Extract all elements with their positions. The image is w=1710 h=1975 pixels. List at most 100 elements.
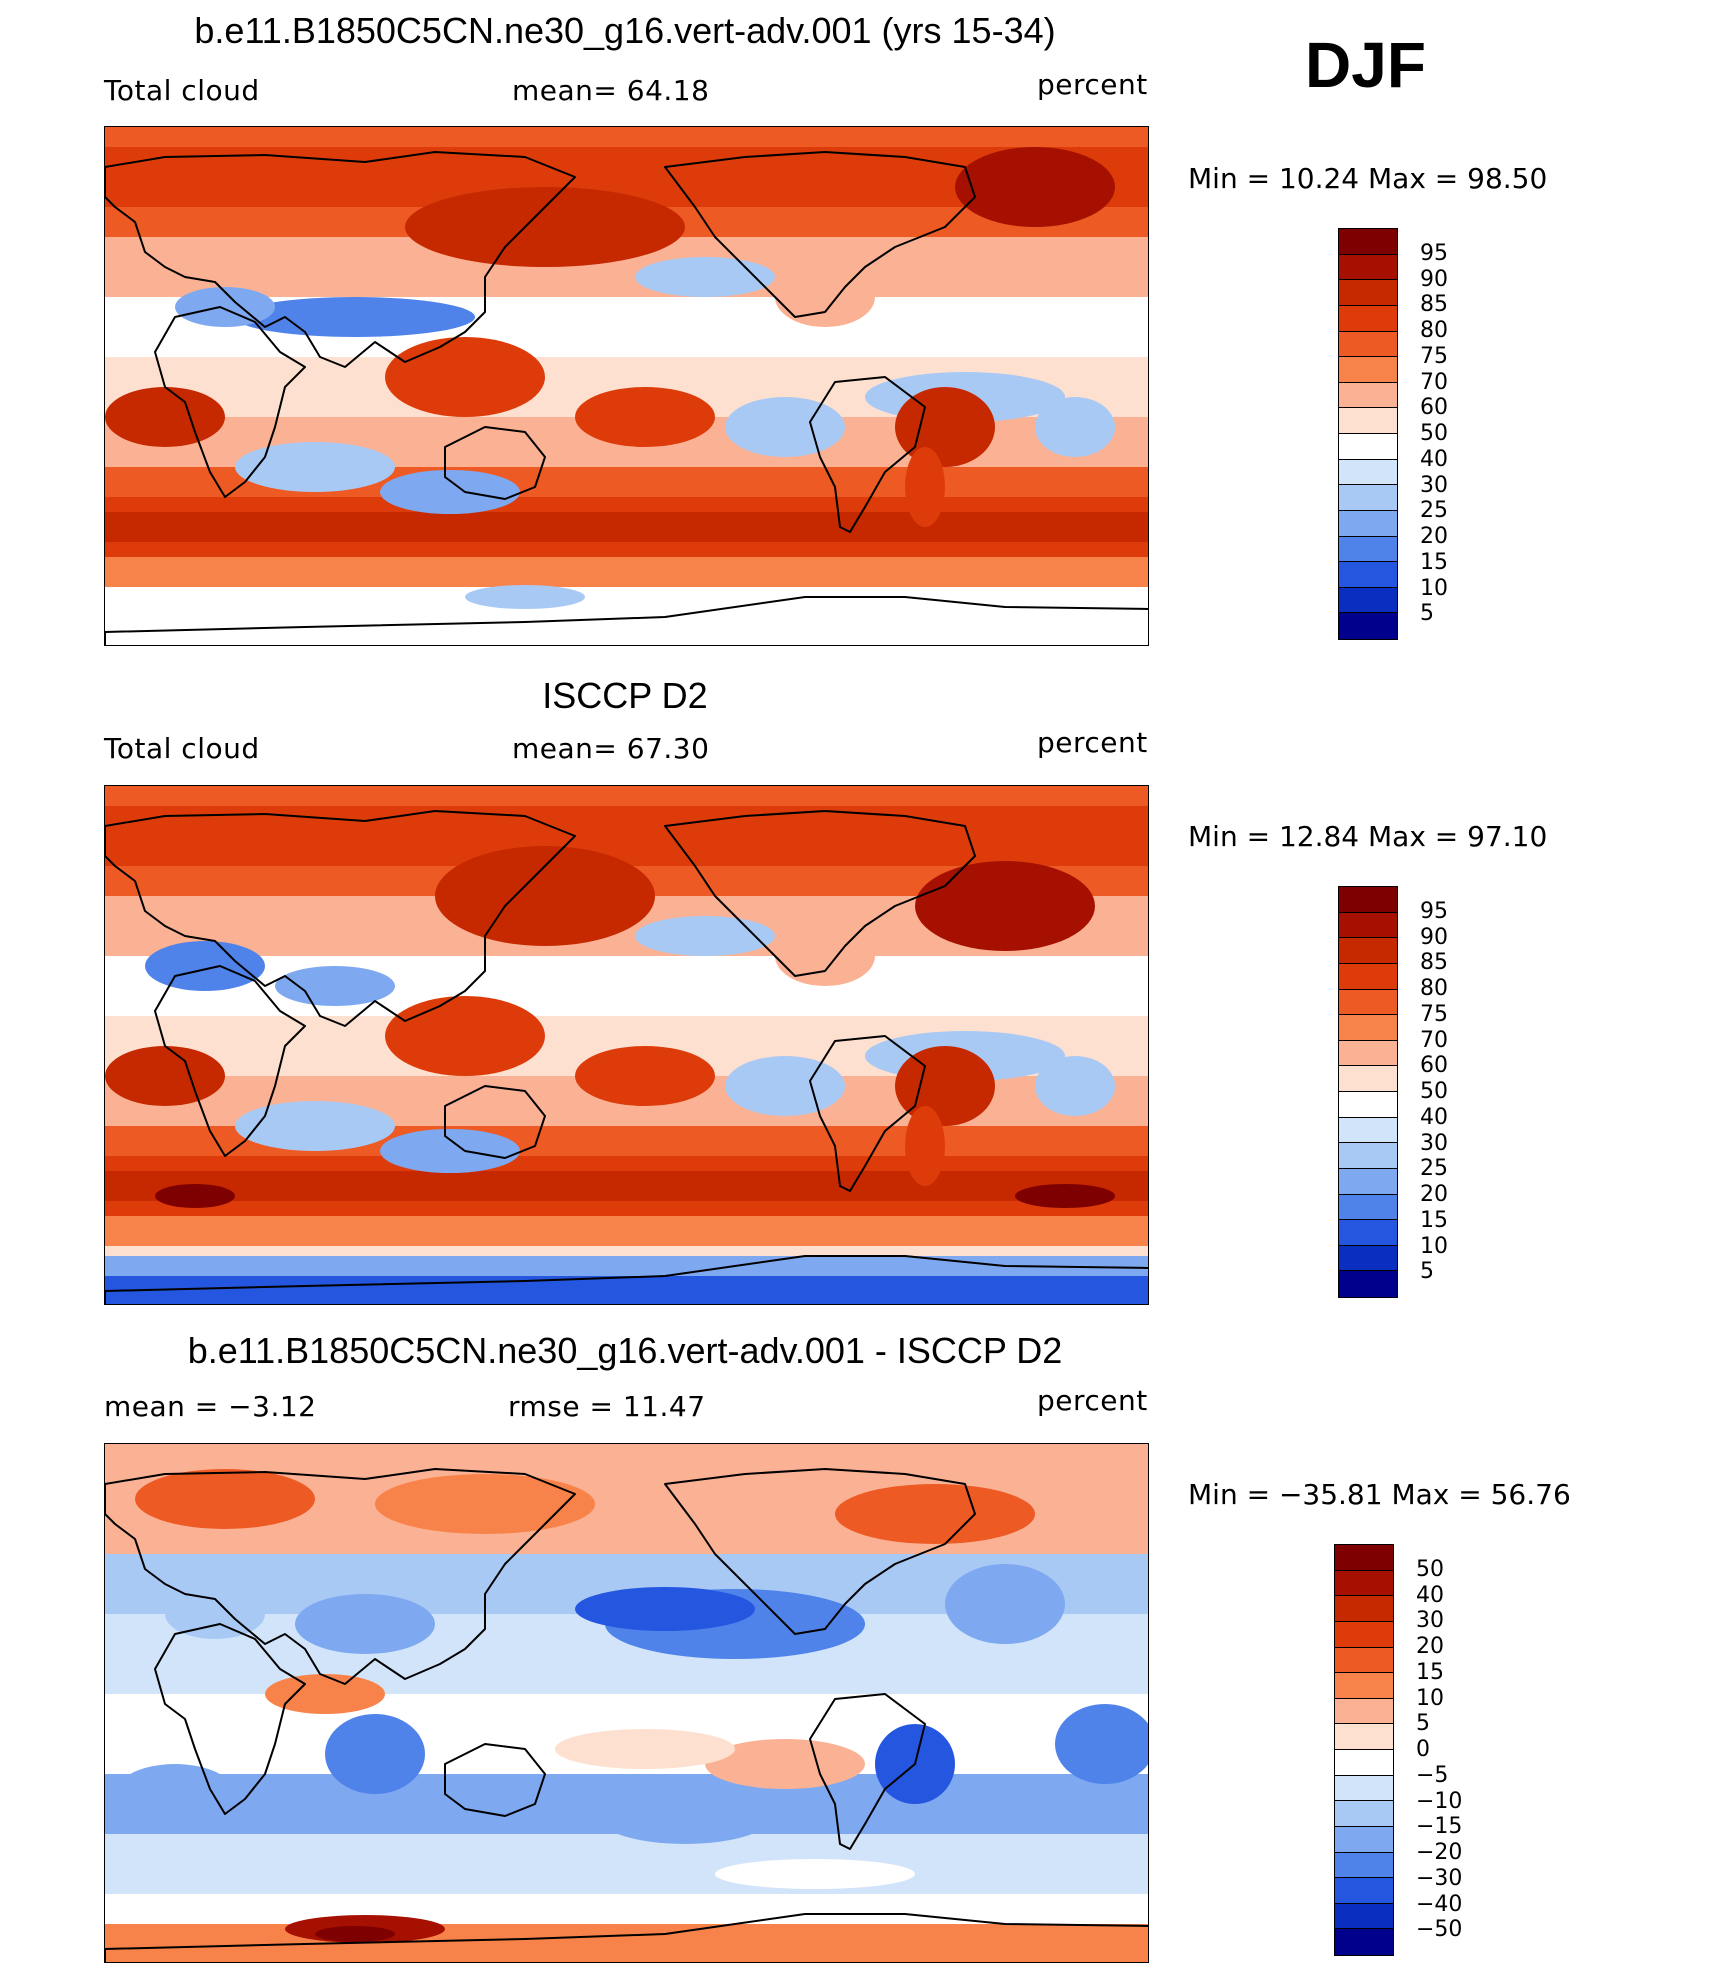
- colorbar-tick-label: 15: [1416, 1659, 1444, 1685]
- colorbar-swatch: [1339, 1220, 1397, 1246]
- colorbar-tick-label: 10: [1420, 1233, 1448, 1259]
- colorbar-tick-label: 50: [1420, 1079, 1448, 1104]
- colorbar-tick-label: 40: [1416, 1582, 1444, 1608]
- panel3-rmse: rmse = 11.47: [508, 1390, 706, 1423]
- colorbar-swatch: [1339, 485, 1397, 511]
- colorbar-swatch: [1335, 1903, 1393, 1930]
- colorbar-tick-label: 80: [1420, 976, 1448, 1001]
- colorbar-swatch: [1339, 434, 1397, 460]
- colorbar-swatch: [1339, 1015, 1397, 1041]
- panel3-title: b.e11.B1850C5CN.ne30_g16.vert-adv.001 - …: [187, 1330, 1063, 1371]
- panel2-minmax: Min = 12.84 Max = 97.10: [1188, 820, 1548, 853]
- panel3-map-svg: [105, 1444, 1148, 1962]
- season-label: DJF: [1305, 29, 1426, 101]
- colorbar-tick-label: 70: [1420, 1027, 1448, 1053]
- panel1-mean: mean= 64.18: [512, 74, 710, 107]
- colorbar-tick-label: 15: [1420, 549, 1448, 575]
- colorbar-swatch: [1339, 510, 1397, 537]
- panel2-left-label: Total cloud: [104, 732, 260, 765]
- colorbar-swatch: [1339, 1271, 1397, 1297]
- colorbar-swatch: [1339, 1117, 1397, 1144]
- panel3-mean: mean = −3.12: [104, 1390, 317, 1423]
- colorbar-tick-label: 25: [1420, 498, 1448, 524]
- colorbar-tick-label: 85: [1420, 292, 1448, 318]
- colorbar-tick-label: 95: [1420, 898, 1448, 924]
- panel2-mean: mean= 67.30: [512, 732, 710, 765]
- coastlines: [105, 1468, 1148, 1962]
- colorbar-tick-label: 75: [1420, 343, 1448, 369]
- colorbar-tick-label: 15: [1420, 1207, 1448, 1233]
- colorbar-tick-label: 0: [1416, 1737, 1430, 1762]
- colorbar-tick-label: 10: [1420, 575, 1448, 601]
- panel1-colorbar: [1338, 228, 1398, 640]
- colorbar-swatch: [1335, 1775, 1393, 1802]
- colorbar-tick-label: 80: [1420, 318, 1448, 343]
- colorbar-swatch: [1339, 536, 1397, 563]
- colorbar-swatch: [1339, 963, 1397, 990]
- colorbar-swatch: [1339, 1040, 1397, 1067]
- colorbar-swatch: [1339, 887, 1397, 913]
- colorbar-swatch: [1339, 331, 1397, 358]
- colorbar-swatch: [1339, 613, 1397, 639]
- panel2-units: percent: [1037, 726, 1148, 759]
- colorbar-swatch: [1339, 1194, 1397, 1221]
- colorbar-tick-label: −50: [1416, 1917, 1463, 1943]
- colorbar-swatch: [1335, 1647, 1393, 1674]
- colorbar-swatch: [1339, 382, 1397, 409]
- panel2-colorbar: [1338, 886, 1398, 1298]
- panel3-minmax: Min = −35.81 Max = 56.76: [1188, 1478, 1571, 1511]
- coastlines: [105, 151, 1148, 645]
- colorbar-tick-label: 5: [1416, 1711, 1430, 1737]
- colorbar-tick-label: 90: [1420, 266, 1448, 292]
- colorbar-tick-label: −40: [1416, 1891, 1463, 1917]
- panel2-map: [104, 785, 1149, 1305]
- colorbar-tick-label: −30: [1416, 1865, 1463, 1891]
- colorbar-swatch: [1339, 1168, 1397, 1195]
- panel3-units: percent: [1037, 1384, 1148, 1417]
- colorbar-swatch: [1339, 587, 1397, 614]
- colorbar-swatch: [1339, 912, 1397, 939]
- colorbar-tick-label: 40: [1420, 446, 1448, 472]
- colorbar-swatch: [1339, 989, 1397, 1016]
- colorbar-swatch: [1339, 938, 1397, 964]
- panel1-minmax: Min = 10.24 Max = 98.50: [1188, 162, 1548, 195]
- colorbar-swatch: [1339, 408, 1397, 434]
- colorbar-swatch: [1335, 1673, 1393, 1699]
- panel1-map: [104, 126, 1149, 646]
- panel1-left-label: Total cloud: [104, 74, 260, 107]
- panel2-map-svg: [105, 786, 1148, 1304]
- colorbar-swatch: [1335, 1545, 1393, 1571]
- colorbar-swatch: [1335, 1878, 1393, 1904]
- panel3-colorbar: [1334, 1544, 1394, 1956]
- colorbar-swatch: [1339, 1245, 1397, 1272]
- colorbar-swatch: [1335, 1929, 1393, 1955]
- colorbar-tick-label: 20: [1420, 524, 1448, 549]
- colorbar-tick-label: 70: [1420, 369, 1448, 395]
- colorbar-tick-label: 75: [1420, 1001, 1448, 1027]
- colorbar-swatch: [1339, 562, 1397, 588]
- colorbar-tick-label: −10: [1416, 1788, 1463, 1814]
- colorbar-tick-label: −15: [1416, 1814, 1463, 1840]
- colorbar-swatch: [1339, 357, 1397, 383]
- colorbar-tick-label: 60: [1420, 1053, 1448, 1079]
- colorbar-tick-label: 25: [1420, 1156, 1448, 1182]
- colorbar-swatch: [1335, 1750, 1393, 1776]
- colorbar-tick-label: 20: [1420, 1182, 1448, 1207]
- colorbar-swatch: [1335, 1852, 1393, 1879]
- colorbar-tick-label: 60: [1420, 395, 1448, 421]
- colorbar-swatch: [1339, 1143, 1397, 1169]
- colorbar-tick-label: 95: [1420, 240, 1448, 266]
- colorbar-swatch: [1339, 1066, 1397, 1092]
- panel1-title: b.e11.B1850C5CN.ne30_g16.vert-adv.001 (y…: [194, 10, 1056, 51]
- colorbar-tick-label: 50: [1420, 421, 1448, 446]
- panel1-units: percent: [1037, 68, 1148, 101]
- panel3-map: [104, 1443, 1149, 1963]
- colorbar-tick-label: 5: [1420, 601, 1434, 627]
- colorbar-tick-label: 10: [1416, 1685, 1444, 1711]
- colorbar-tick-label: −5: [1416, 1762, 1449, 1788]
- colorbar-swatch: [1335, 1596, 1393, 1622]
- colorbar-tick-label: 50: [1416, 1556, 1444, 1582]
- panel1-map-svg: [105, 127, 1148, 645]
- colorbar-tick-label: 90: [1420, 924, 1448, 950]
- colorbar-swatch: [1335, 1724, 1393, 1750]
